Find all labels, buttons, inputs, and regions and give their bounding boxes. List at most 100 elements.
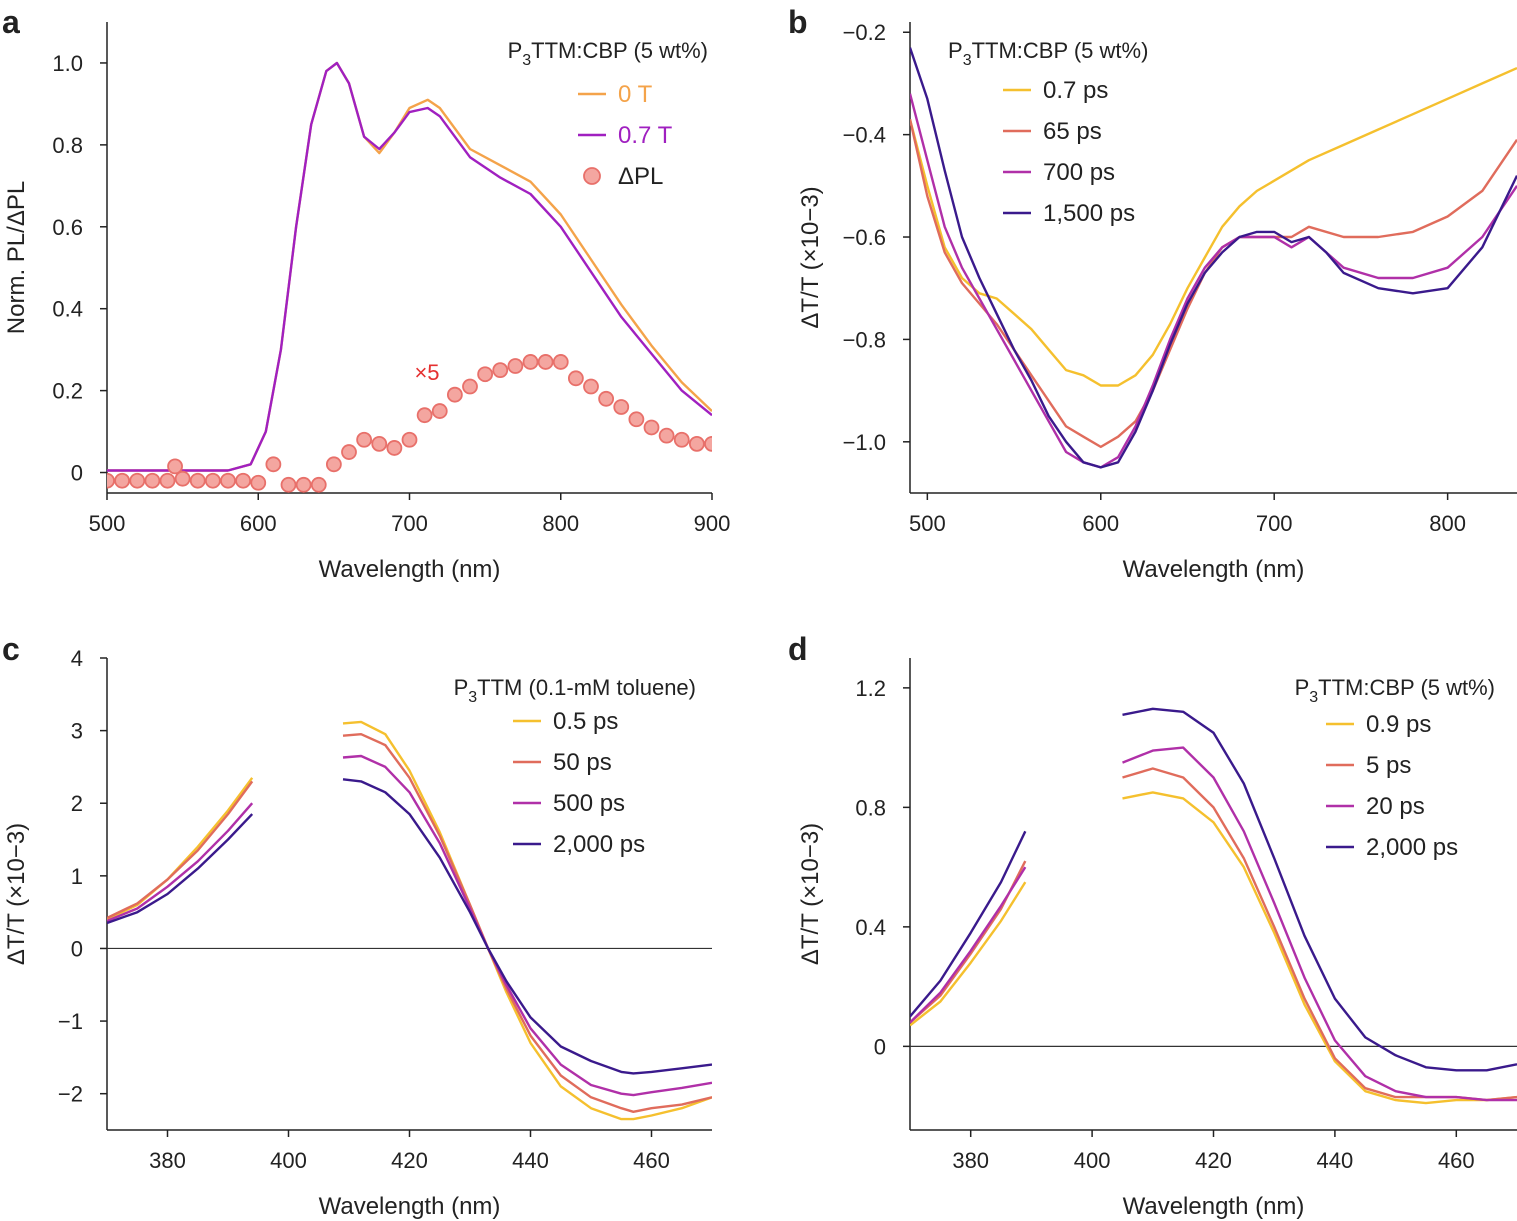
plot-area <box>107 720 712 1121</box>
panel-b: 500 600 700 800 −0.2 −0.4 −0.6 −0.8 −1.0 Waveleng… <box>788 4 1517 583</box>
x-tick-label: 440 <box>512 1148 549 1173</box>
series-line <box>910 860 1027 1024</box>
legend: 0.9 ps 5 ps 20 ps 2,000 ps <box>1326 711 1458 861</box>
x-tick-label: 400 <box>1074 1148 1111 1173</box>
dpl-point <box>295 476 312 493</box>
y-axis-label: ΔT/T (×10−3) <box>3 823 30 965</box>
y-tick-label: 0.4 <box>52 297 83 322</box>
series-line <box>107 780 254 920</box>
dpl-point <box>401 431 418 448</box>
series-line <box>342 754 712 1097</box>
x-axis-label: Wavelength (nm) <box>1123 556 1305 583</box>
dpl-point <box>628 411 645 428</box>
dpl-point <box>325 456 342 473</box>
y-axis-label: ΔT/T (×10−3) <box>797 823 824 965</box>
x-tick-label: 800 <box>542 511 579 536</box>
dpl-point <box>189 472 206 489</box>
dpl-point <box>129 472 146 489</box>
panel-letter: b <box>788 4 808 40</box>
dpl-point <box>477 366 494 383</box>
panel-annotation: P3TTM:CBP (5 wt%) <box>1295 675 1495 706</box>
legend-label: 700 ps <box>1043 159 1115 186</box>
panel-letter: a <box>2 4 20 40</box>
series-line <box>342 720 712 1121</box>
x-tick-label: 380 <box>149 1148 186 1173</box>
x-tick-label: 500 <box>89 511 126 536</box>
y-tick-label: −1 <box>58 1009 83 1034</box>
y-tick-label: 0 <box>71 936 83 961</box>
legend-label: ΔPL <box>618 163 663 190</box>
x-tick-label: 460 <box>1438 1148 1475 1173</box>
dpl-point <box>552 354 569 370</box>
dpl-point <box>341 444 357 460</box>
legend-label: 2,000 ps <box>1366 834 1458 861</box>
legend-label: 50 ps <box>553 749 612 776</box>
y-tick-label: 1.2 <box>855 676 886 701</box>
x-tick-label: 600 <box>1082 511 1119 536</box>
series-line <box>1122 767 1517 1102</box>
panel-a: 500 600 700 800 900 0 0.2 0.4 0.6 0.8 1.0 Wavelengt… <box>2 4 730 583</box>
y-tick-label: −0.6 <box>843 225 886 250</box>
dpl-point <box>265 456 282 473</box>
dpl-point <box>507 358 524 374</box>
x-axis-label: Wavelength (nm) <box>319 1193 501 1220</box>
series-line <box>342 733 712 1113</box>
x-tick-label: 700 <box>1256 511 1293 536</box>
series-line <box>910 866 1027 1024</box>
x-tick-label: 800 <box>1429 511 1466 536</box>
dpl-point <box>220 472 236 489</box>
x-tick-label: 420 <box>391 1148 428 1173</box>
y-tick-label: 0.6 <box>52 215 83 240</box>
series-line <box>107 777 254 921</box>
x-tick-label: 460 <box>633 1148 670 1173</box>
dpl-point <box>567 370 584 387</box>
dpl-point <box>416 407 433 424</box>
y-tick-label: −0.4 <box>843 123 886 148</box>
y-tick-label: 0.4 <box>855 915 886 940</box>
dpl-point <box>386 440 403 456</box>
dpl-point <box>688 435 705 452</box>
legend: 0 T 0.7 T ΔPL <box>578 81 673 190</box>
legend-label: 65 ps <box>1043 118 1102 145</box>
y-tick-label: 3 <box>71 719 83 744</box>
dpl-point <box>673 431 690 448</box>
panel-d: 380 400 420 440 460 0 0.4 0.8 1.2 Wavelength (nm)… <box>788 631 1517 1220</box>
legend-label: 500 ps <box>553 790 625 817</box>
series-line <box>1122 746 1517 1102</box>
dpl-point <box>643 419 660 436</box>
dpl-point <box>522 354 539 370</box>
legend-label: 2,000 ps <box>553 831 645 858</box>
dpl-point <box>462 378 478 395</box>
legend-label: 1,500 ps <box>1043 200 1135 227</box>
x-tick-label: 500 <box>909 511 946 536</box>
legend-label: 20 ps <box>1366 793 1425 820</box>
dpl-point <box>492 362 509 379</box>
y-tick-label: 4 <box>71 646 83 671</box>
dpl-point <box>371 435 388 452</box>
dpl-point <box>144 472 161 489</box>
x-axis-label: Wavelength (nm) <box>319 556 501 583</box>
legend: 0.7 ps 65 ps 700 ps 1,500 ps <box>1003 77 1135 227</box>
dpl-point <box>431 403 448 419</box>
y-tick-label: 0.8 <box>855 795 886 820</box>
y-tick-label: −0.2 <box>843 20 886 45</box>
plot-area <box>910 47 1517 469</box>
series-line <box>910 67 1517 387</box>
y-tick-label: 0.8 <box>52 133 83 158</box>
x-tick-label: 420 <box>1195 1148 1232 1173</box>
series-line <box>342 778 712 1075</box>
y-tick-label: −1.0 <box>843 430 886 455</box>
legend-label: 0 T <box>618 81 653 108</box>
dpl-point <box>598 390 615 407</box>
series-line <box>107 802 254 923</box>
legend-label: 0.9 ps <box>1366 711 1431 738</box>
panel-annotation: P3TTM:CBP (5 wt%) <box>948 38 1148 69</box>
legend-label: 0.7 ps <box>1043 77 1108 104</box>
series-line <box>1122 707 1517 1072</box>
y-axis-label: ΔT/T (×10−3) <box>797 186 824 328</box>
y-tick-label: −0.8 <box>843 327 886 352</box>
dpl-point <box>250 474 267 491</box>
legend: 0.5 ps 50 ps 500 ps 2,000 ps <box>513 708 645 858</box>
x-tick-label: 440 <box>1317 1148 1354 1173</box>
